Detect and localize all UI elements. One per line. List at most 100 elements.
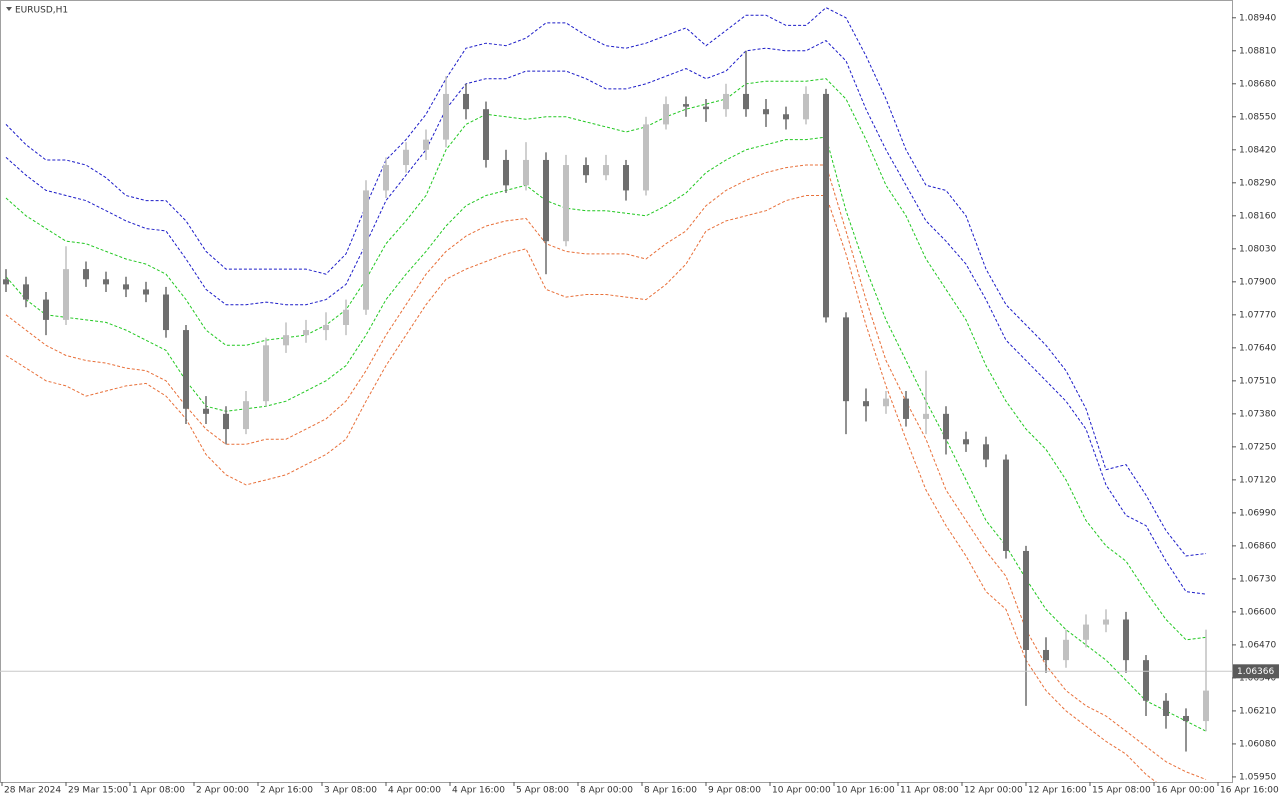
x-tick-label: 4 Apr 00:00 — [388, 786, 441, 796]
candle-body — [683, 104, 689, 107]
y-tick-label: 1.08810 — [1239, 46, 1276, 56]
candle-body — [383, 165, 389, 191]
candle-body — [1083, 624, 1089, 640]
y-tick-label: 1.07250 — [1239, 442, 1276, 452]
y-tick-label: 1.06860 — [1239, 541, 1276, 551]
y-tick-label: 1.08680 — [1239, 79, 1276, 89]
y-tick-label: 1.06990 — [1239, 508, 1276, 518]
x-tick-label: 8 Apr 00:00 — [580, 786, 633, 796]
envelope-band — [5, 6, 1207, 557]
x-tick-label: 15 Apr 08:00 — [1092, 786, 1151, 796]
candle-body — [1063, 639, 1069, 661]
candle-body — [743, 93, 749, 110]
candle-body — [823, 93, 829, 318]
candle-body — [63, 269, 69, 320]
y-tick-label: 1.07900 — [1239, 277, 1276, 287]
candle-body — [843, 317, 849, 402]
candle-body — [3, 279, 9, 285]
candle-body — [1163, 700, 1169, 716]
candle-body — [283, 335, 289, 346]
y-tick-label: 1.07770 — [1239, 310, 1276, 320]
candle-body — [703, 106, 709, 110]
candle-body — [563, 165, 569, 242]
y-tick-label: 1.06600 — [1239, 607, 1276, 617]
candle-body — [183, 330, 189, 409]
candle-body — [1003, 459, 1009, 551]
candle-body — [1183, 715, 1189, 722]
candle-body — [1103, 619, 1109, 625]
x-tick-label: 10 Apr 16:00 — [836, 786, 895, 796]
candle-body — [543, 159, 549, 242]
candle-body — [603, 165, 609, 176]
current-price-box — [1233, 664, 1279, 679]
x-tick-label: 11 Apr 08:00 — [900, 786, 959, 796]
x-tick-label: 12 Apr 00:00 — [964, 786, 1023, 796]
candle-body — [963, 439, 969, 445]
x-tick-label: 3 Apr 08:00 — [324, 786, 377, 796]
candle-body — [583, 165, 589, 176]
candle-body — [43, 299, 49, 320]
candle-body — [483, 109, 489, 160]
x-tick-label: 9 Apr 08:00 — [708, 786, 761, 796]
candles — [3, 50, 1209, 752]
candle-body — [463, 93, 469, 110]
menu-arrow[interactable] — [6, 7, 12, 11]
x-tick-label: 1 Apr 08:00 — [132, 786, 185, 796]
y-tick-label: 1.08160 — [1239, 211, 1276, 221]
candle-body — [783, 114, 789, 120]
envelope-band — [5, 195, 1157, 782]
candle-body — [243, 401, 249, 430]
axes: 1.08940 1.08810 1.08680 1.08550 1.08420 1.082… — [0, 13, 1279, 796]
candle-body — [123, 284, 129, 290]
y-tick-label: 1.07380 — [1239, 409, 1276, 419]
y-tick-label: 1.05950 — [1239, 772, 1276, 782]
candle-body — [143, 289, 149, 295]
candle-body — [83, 269, 89, 280]
y-tick-label: 1.07640 — [1239, 343, 1276, 353]
x-tick-label: 5 Apr 08:00 — [516, 786, 569, 796]
x-tick-label: 2 Apr 00:00 — [196, 786, 249, 796]
candle-body — [23, 284, 29, 300]
candle-body — [103, 279, 109, 285]
x-tick-label: 16 Apr 00:00 — [1156, 786, 1215, 796]
y-tick-label: 1.08420 — [1239, 145, 1276, 155]
x-tick-label: 12 Apr 16:00 — [1028, 786, 1087, 796]
candle-body — [363, 190, 369, 310]
candle-body — [723, 93, 729, 110]
candle-body — [903, 398, 909, 419]
plot-frame — [0, 0, 1233, 783]
candle-body — [503, 159, 509, 186]
candle-body — [203, 408, 209, 414]
candle-body — [623, 165, 629, 191]
y-tick-label: 1.08290 — [1239, 178, 1276, 188]
candle-body — [223, 413, 229, 430]
candle-body — [883, 398, 889, 407]
y-tick-label: 1.07510 — [1239, 376, 1276, 386]
candle-body — [923, 413, 929, 419]
candle-body — [443, 93, 449, 140]
candle-body — [763, 109, 769, 115]
current-price-label: 1.06366 — [1237, 667, 1274, 677]
y-tick-label: 1.08030 — [1239, 244, 1276, 254]
y-tick-label: 1.06340 — [1239, 673, 1276, 683]
candle-body — [343, 309, 349, 325]
candle-body — [303, 330, 309, 336]
candle-body — [1043, 649, 1049, 661]
candle-body — [983, 444, 989, 460]
candle-body — [1203, 690, 1209, 722]
x-tick-label: 28 Mar 2024 — [4, 786, 61, 796]
candle-body — [663, 104, 669, 125]
y-tick-label: 1.06470 — [1239, 640, 1276, 650]
candle-body — [803, 93, 809, 120]
candle-body — [1023, 550, 1029, 650]
candle-body — [1123, 619, 1129, 661]
candle-body — [523, 159, 529, 186]
x-tick-label: 10 Apr 00:00 — [772, 786, 831, 796]
y-tick-label: 1.07120 — [1239, 475, 1276, 485]
candle-body — [943, 413, 949, 440]
envelope-band — [5, 78, 1207, 641]
candle-body — [263, 345, 269, 402]
y-tick-label: 1.06210 — [1239, 706, 1276, 716]
